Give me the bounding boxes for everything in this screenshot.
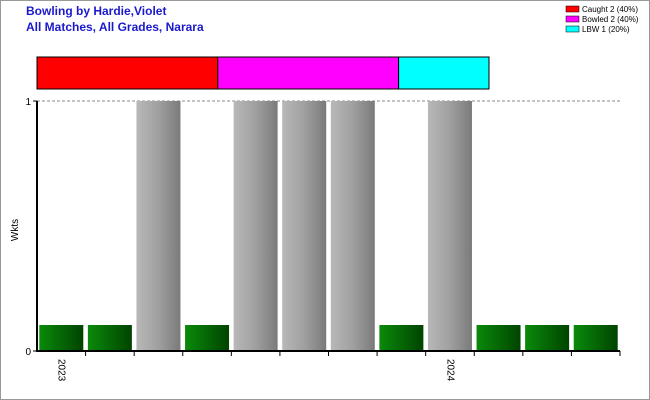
breakdown-segment	[36, 56, 219, 90]
legend-label: LBW 1 (20%)	[582, 25, 630, 34]
bar	[379, 325, 424, 351]
bar	[525, 325, 570, 351]
y-tick-label: 1	[25, 97, 31, 108]
legend-swatch	[565, 15, 580, 23]
legend-swatch	[565, 25, 580, 33]
y-tick-label: 0	[25, 347, 31, 358]
legend-label: Caught 2 (40%)	[582, 5, 638, 14]
breakdown-segment	[217, 56, 400, 90]
bar	[87, 325, 132, 351]
breakdown-segment	[398, 56, 490, 90]
chart-subtitle: All Matches, All Grades, Narara	[26, 20, 204, 34]
legend-label: Bowled 2 (40%)	[582, 15, 639, 24]
bar	[233, 101, 278, 351]
bar	[136, 101, 181, 351]
bar	[282, 101, 327, 351]
bar	[39, 325, 84, 351]
chart-title: Bowling by Hardie,Violet	[26, 4, 166, 18]
x-tick-label: 2024	[444, 359, 455, 382]
x-tick-label: 2023	[56, 359, 67, 382]
bar	[185, 325, 230, 351]
bar	[573, 325, 618, 351]
legend-swatch	[565, 5, 580, 13]
bar	[427, 101, 472, 351]
bar	[330, 101, 375, 351]
y-axis-label: Wkts	[10, 219, 21, 241]
bar	[476, 325, 521, 351]
